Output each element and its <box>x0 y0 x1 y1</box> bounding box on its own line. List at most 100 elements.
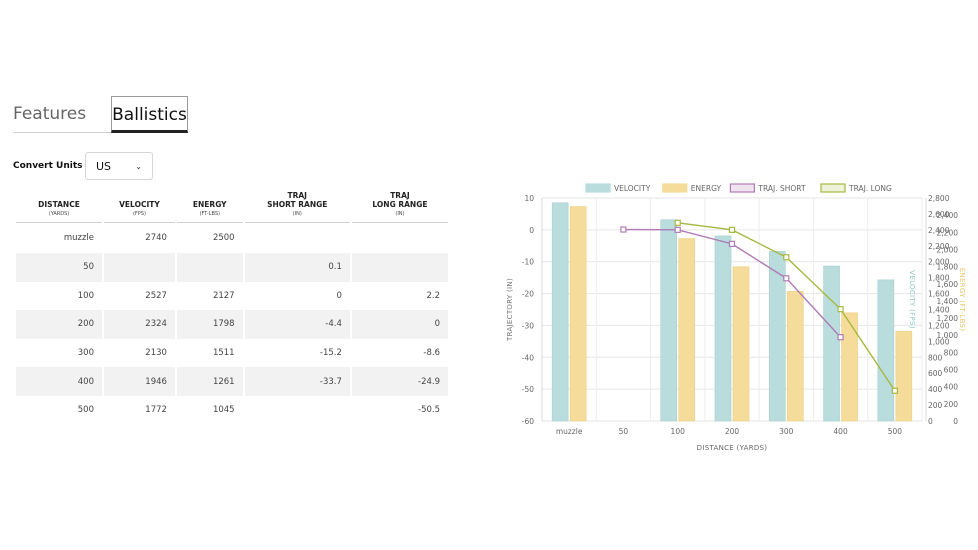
cell-energy: 2127 <box>212 290 235 301</box>
cell-traj-short: 0 <box>336 290 342 301</box>
cell-distance: 50 <box>16 253 102 282</box>
cell-energy: 1511 <box>212 348 235 359</box>
ballistics-chart-svg: 100-10-20-30-40-50-60 02004006008001,0001… <box>506 183 966 452</box>
cell-traj-short <box>245 223 350 253</box>
line-traj-long <box>677 222 896 392</box>
tick-label-energy: 0 <box>953 417 958 426</box>
axis-title-trajectory: TRAJECTORY (IN) <box>506 278 514 342</box>
axis-title-energy: ENERGY (FT-LBS) <box>958 268 966 332</box>
cell-energy <box>176 253 243 282</box>
table-header-row: DISTANCE (YARDS) VELOCITY (FPS) ENERGY (FT-… <box>16 184 448 223</box>
table-row: 300 2130 1511 -15.2 -8.6 <box>16 339 448 368</box>
point-traj-short <box>674 226 681 233</box>
table-row: 200 2324 1798 -4.4 0 <box>16 310 448 339</box>
tick-label-distance: 400 <box>833 427 848 436</box>
tick-label-distance: muzzle <box>556 427 583 436</box>
cell-velocity: 1946 <box>104 367 175 396</box>
tick-label-distance: 200 <box>725 427 740 436</box>
tick-label-trajectory: -10 <box>522 258 534 267</box>
cell-traj-long: -50.5 <box>418 405 440 416</box>
tick-label-energy: 400 <box>944 383 959 392</box>
header-energy: ENERGY (FT-LBS) <box>176 184 243 223</box>
legend-swatch <box>585 183 611 193</box>
tick-label-energy: 1,400 <box>937 297 959 306</box>
cell-traj-long <box>352 223 448 253</box>
cell-traj-short: -15.2 <box>319 348 342 359</box>
bar-velocity <box>823 265 840 422</box>
tick-label-trajectory: -20 <box>522 290 534 299</box>
cell-traj-short <box>245 396 350 425</box>
tick-label-energy: 1,000 <box>937 331 959 340</box>
tick-label-velocity: 2,800 <box>928 194 950 203</box>
tick-label-velocity: 2,400 <box>928 226 950 235</box>
bar-energy <box>678 238 696 422</box>
header-distance: DISTANCE (YARDS) <box>16 184 102 223</box>
table-row: 100 2527 2127 0 2.2 <box>16 282 448 311</box>
bar-velocity <box>551 202 569 422</box>
point-traj-long <box>728 226 736 233</box>
point-traj-long <box>891 387 898 394</box>
bar-velocity <box>768 251 786 422</box>
tick-label-energy: 600 <box>944 366 959 375</box>
tick-label-velocity: 800 <box>928 353 943 362</box>
tick-label-trajectory: -60 <box>522 417 534 426</box>
table-row: 400 1946 1261 -33.7 -24.9 <box>16 367 448 396</box>
cell-traj-short: -4.4 <box>244 310 350 339</box>
tick-label-trajectory: -30 <box>522 321 534 330</box>
axis-title-velocity: VELOCITY (FPS) <box>908 270 916 328</box>
cell-energy: 2500 <box>212 233 235 243</box>
point-traj-long <box>783 254 790 261</box>
header-velocity: VELOCITY (FPS) <box>104 184 175 223</box>
point-traj-long <box>674 219 681 226</box>
bar-velocity <box>660 219 678 422</box>
point-traj-short <box>620 226 627 233</box>
tick-label-velocity: 0 <box>928 417 933 426</box>
point-traj-short <box>783 275 790 282</box>
cell-distance: 100 <box>77 290 94 301</box>
table-row: 50 0.1 <box>16 253 448 282</box>
tick-label-trajectory: 10 <box>524 194 534 203</box>
tick-label-velocity: 1,800 <box>928 274 950 283</box>
tick-label-velocity: 1,600 <box>928 290 950 299</box>
legend-swatch <box>820 183 846 193</box>
cell-velocity: 2527 <box>145 290 167 301</box>
cell-velocity: 2740 <box>145 233 167 243</box>
cell-velocity: 2130 <box>145 348 167 359</box>
tab-ballistics[interactable]: Ballistics <box>111 96 188 133</box>
tick-label-trajectory: -50 <box>522 385 534 394</box>
cell-traj-long <box>351 253 448 282</box>
axis-title-distance: DISTANCE (YARDS) <box>697 444 768 452</box>
tab-features[interactable]: Features <box>13 96 111 133</box>
point-traj-short <box>728 240 736 247</box>
tick-label-energy: 1,600 <box>937 280 959 289</box>
cell-traj-long: 0 <box>351 310 448 339</box>
tick-label-velocity: 1,400 <box>928 306 950 315</box>
tick-label-trajectory: -40 <box>522 353 534 362</box>
units-select[interactable]: US ⌄ <box>85 152 153 180</box>
legend-label: TRAJ. LONG <box>848 184 892 193</box>
cell-traj-long: -8.6 <box>423 348 440 359</box>
table-row: 500 1772 1045 -50.5 <box>16 396 448 425</box>
tick-label-energy: 1,800 <box>937 263 959 272</box>
legend-label: ENERGY <box>691 184 722 193</box>
bar-energy <box>895 331 913 422</box>
cell-energy: 1798 <box>176 310 243 339</box>
tick-label-trajectory: 0 <box>529 226 534 235</box>
point-traj-short <box>837 334 844 341</box>
cell-energy: 1261 <box>176 367 243 396</box>
cell-energy: 1045 <box>212 405 235 416</box>
tick-label-velocity: 600 <box>928 369 943 378</box>
cell-distance: 300 <box>77 348 94 359</box>
bar-energy <box>841 312 858 422</box>
cell-traj-short: -33.7 <box>244 367 350 396</box>
legend-label: VELOCITY <box>614 184 651 193</box>
tick-label-energy: 1,200 <box>937 314 959 323</box>
bar-energy <box>569 206 587 422</box>
ballistics-chart: 10 0 -10 -20 -30 -40 -50 -60 0 200 400 600 800 1,000 1… <box>500 178 972 458</box>
bar-energy <box>732 266 750 422</box>
cell-velocity <box>104 253 175 282</box>
legend-swatch <box>729 183 755 193</box>
cell-distance: 500 <box>77 405 94 416</box>
bar-energy <box>786 291 804 422</box>
bar-velocity <box>714 235 732 422</box>
